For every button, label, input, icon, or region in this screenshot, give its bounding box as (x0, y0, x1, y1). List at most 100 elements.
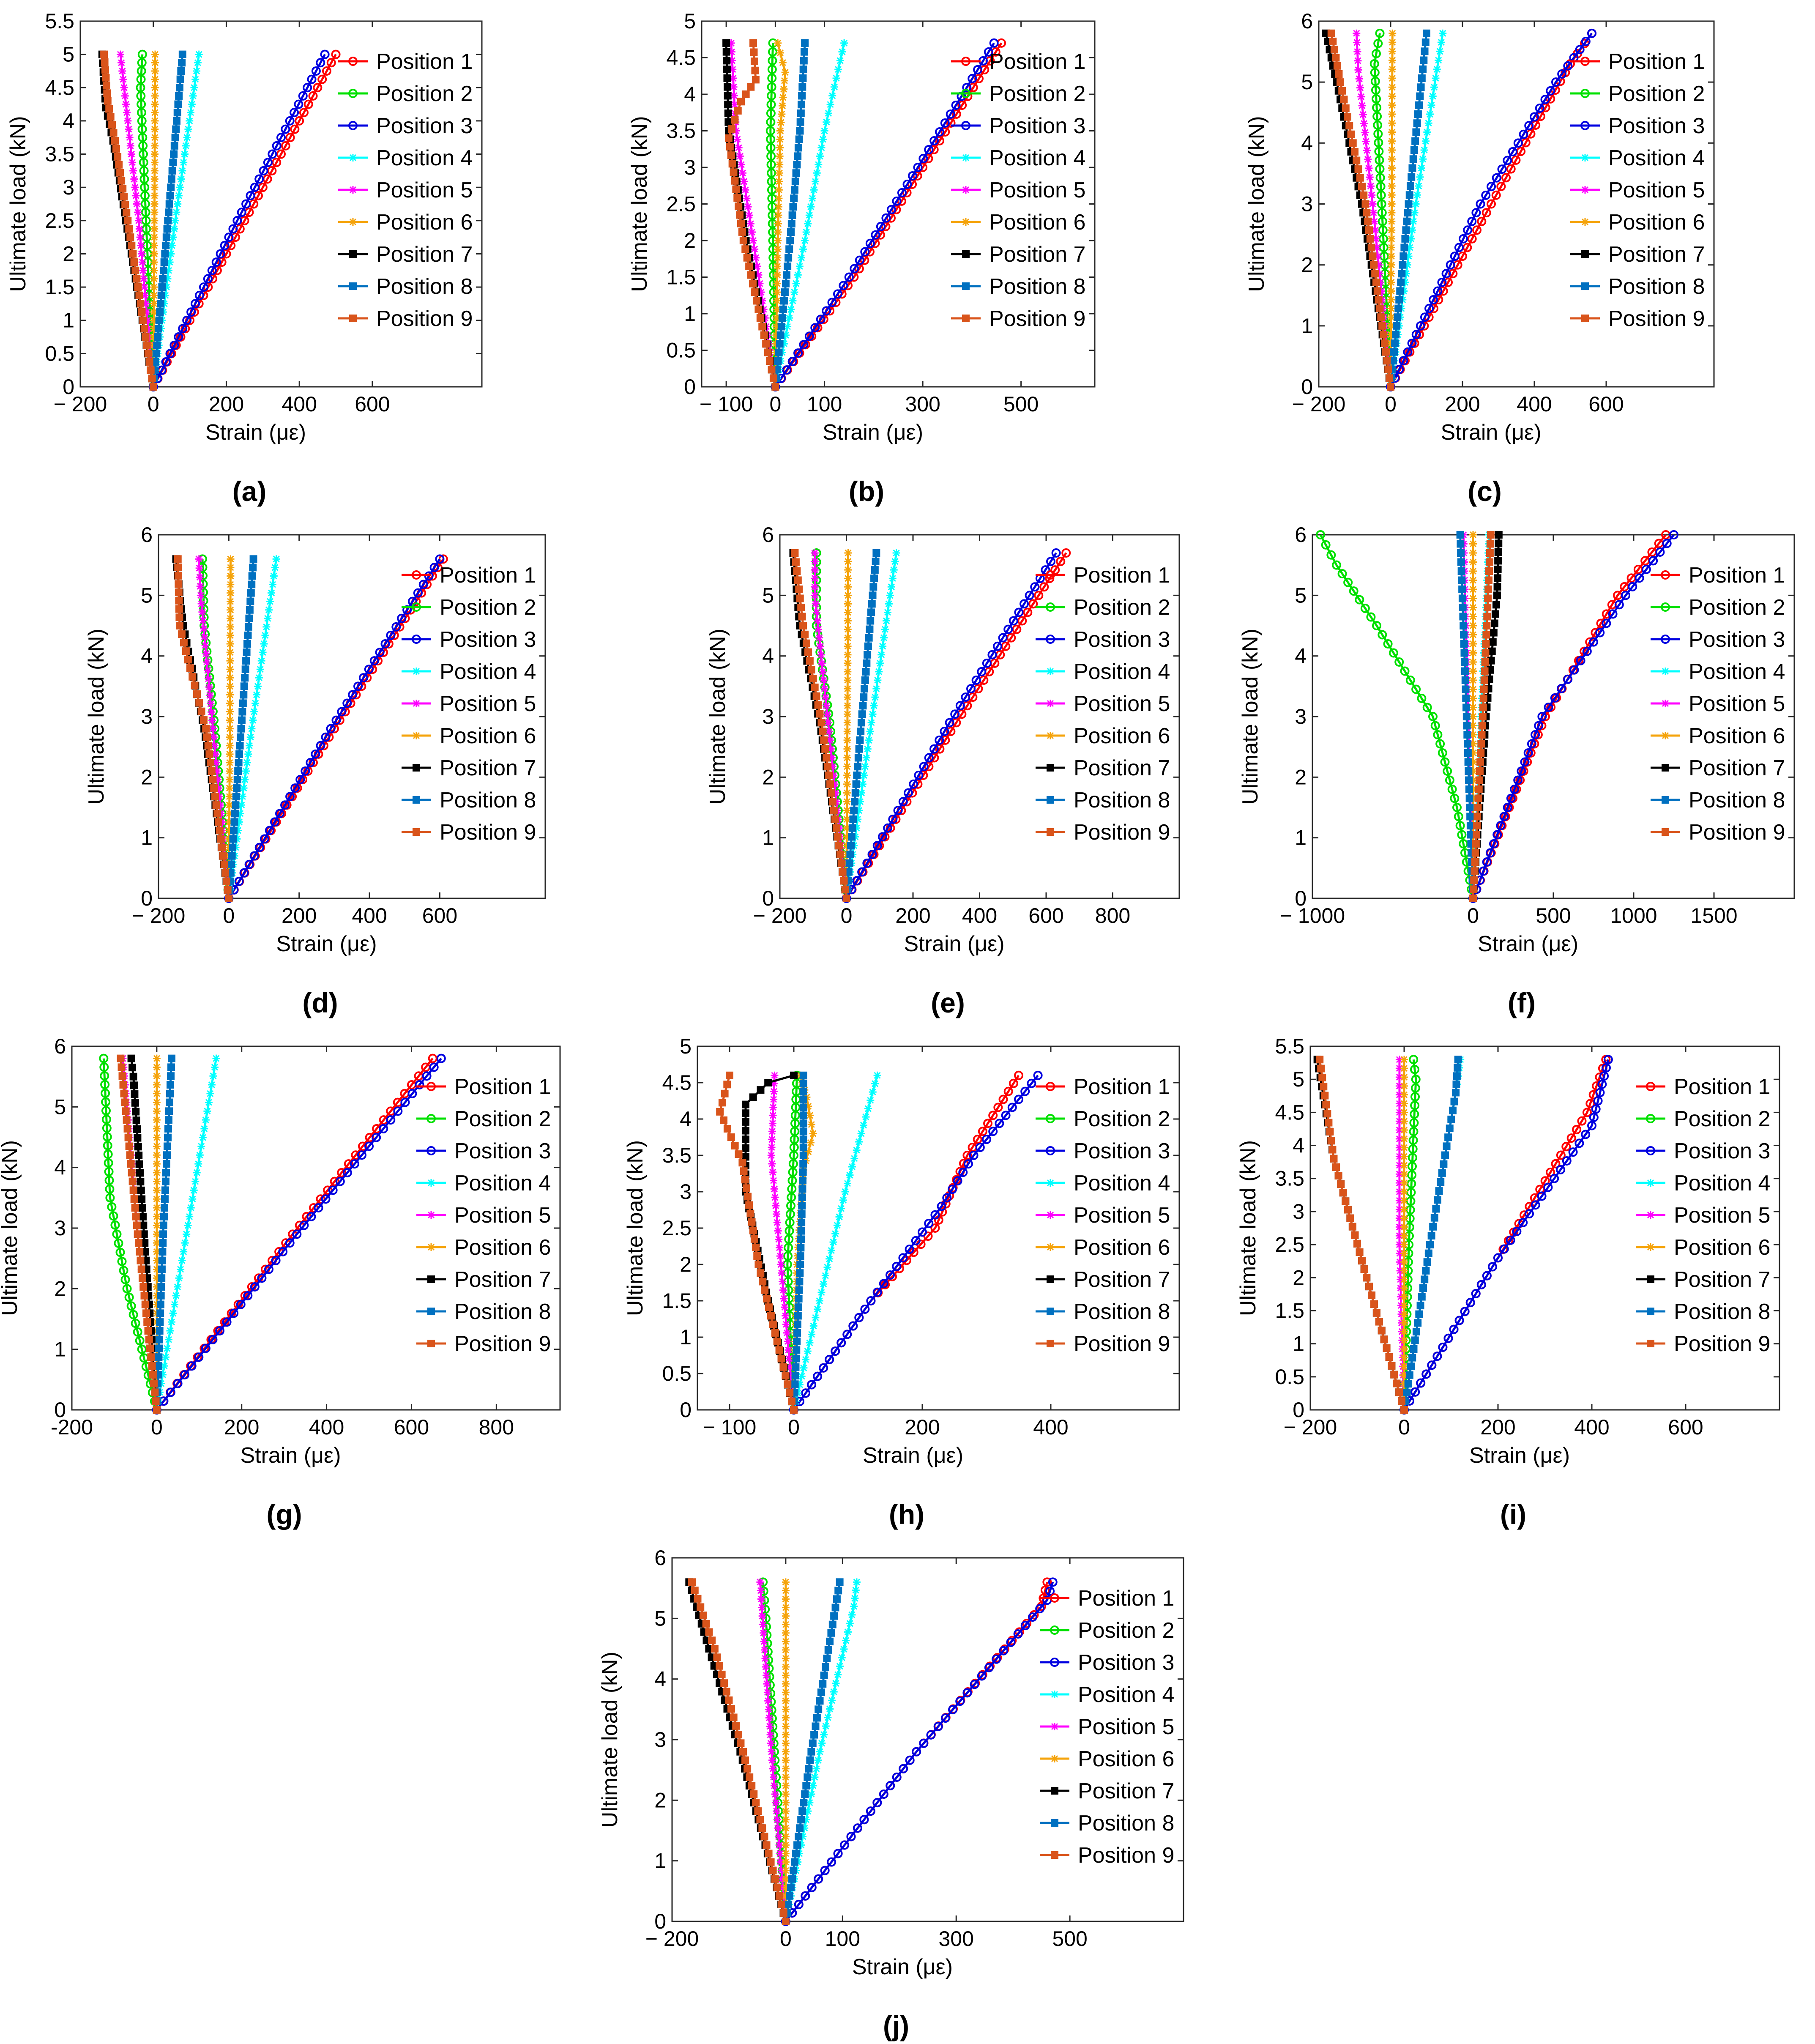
chart6-marker-star (189, 1195, 197, 1203)
chart0-marker-square (154, 333, 162, 341)
chart2-marker-square (1353, 156, 1361, 164)
chart5-marker-circle (1534, 721, 1544, 731)
chart1-marker-star (824, 109, 832, 117)
chart4-marker-star (813, 617, 821, 625)
chart9-marker-circle (1013, 1629, 1023, 1639)
series-2 (99, 1053, 161, 1415)
series-3 (1400, 1055, 1613, 1415)
chart9-marker-square (822, 1663, 829, 1671)
chart7-marker-star (776, 1244, 784, 1252)
chart3-marker-star (226, 614, 234, 622)
chart2-marker-square (1330, 46, 1338, 54)
chart4-marker-star (853, 824, 861, 832)
chart2-marker-square (1416, 92, 1424, 100)
y-tick-label: 0 (680, 1398, 692, 1422)
chart4-marker-square (863, 659, 871, 667)
chart7-marker-square (793, 1346, 801, 1354)
series-8 (842, 549, 880, 902)
chart0-marker-circle (216, 249, 225, 259)
panel-caption: (e) (931, 987, 965, 1018)
chart7-marker-circle (918, 1227, 927, 1237)
chart3-marker-square (210, 784, 218, 792)
chart4-marker-square (868, 600, 876, 608)
chart2-marker-circle (1581, 37, 1591, 47)
y-tick-label: 5 (63, 43, 74, 66)
chart1-marker-square (762, 340, 770, 348)
chart8-marker-circle (1595, 1088, 1605, 1097)
chart9-marker-square (792, 1850, 800, 1858)
chart5-marker-star (1469, 749, 1477, 757)
chart1-marker-star (776, 135, 784, 143)
chart2-marker-square (1410, 146, 1418, 154)
chart4-marker-star (866, 728, 874, 736)
chart4-marker-square (795, 586, 803, 593)
chart5-marker-star (1469, 649, 1477, 657)
chart2-marker-circle (1375, 164, 1385, 174)
chart9-marker-square (809, 1739, 817, 1747)
chart3-marker-star (249, 716, 257, 724)
chart8-marker-circle (1568, 1147, 1578, 1157)
chart6-marker-square (156, 1309, 164, 1317)
chart9-marker-star (767, 1739, 775, 1747)
chart8-marker-circle (1410, 1064, 1419, 1074)
chart6-marker-square (427, 1340, 435, 1347)
chart5-marker-circle (1383, 639, 1393, 648)
series-8 (790, 1071, 807, 1414)
chart7-marker-square (799, 1136, 807, 1144)
chart9-marker-square (711, 1645, 719, 1653)
chart4-marker-square (862, 668, 870, 676)
chart6-marker-square (134, 1143, 142, 1151)
chart7-marker-square (771, 1329, 779, 1337)
chart5-marker-circle (1422, 703, 1432, 712)
chart2-marker-circle (1370, 77, 1380, 86)
chart0-marker-square (140, 325, 148, 333)
chart6-marker-square (163, 1151, 171, 1159)
chart6-marker-star (181, 1239, 189, 1247)
chart2-marker-circle (1437, 277, 1447, 287)
chart7-marker-square (767, 1312, 775, 1320)
chart7-marker-star (768, 1144, 776, 1152)
chart3-marker-star (272, 555, 280, 563)
legend-label: Position 7 (1674, 1267, 1770, 1292)
chart1-marker-circle (876, 222, 886, 231)
chart2-marker-star (1417, 164, 1425, 172)
chart0-marker-square (102, 82, 110, 90)
chart7-marker-star (777, 1261, 785, 1268)
chart2-marker-circle (1371, 85, 1380, 95)
chart0-marker-square (349, 315, 357, 322)
chart8-marker-star (1395, 1091, 1403, 1099)
series-line (1389, 33, 1593, 388)
chart7-marker-star (814, 1305, 822, 1313)
chart0-marker-square (104, 97, 112, 105)
chart9-marker-star (761, 1654, 769, 1662)
chart3-marker-star (260, 640, 268, 648)
panel-caption: (a) (232, 476, 267, 507)
chart2-marker-circle (1530, 112, 1539, 122)
chart9-marker-circle (1006, 1637, 1016, 1647)
chart5-marker-circle (1360, 604, 1370, 613)
chart6-marker-square (118, 1063, 126, 1071)
chart8-marker-square (1400, 1406, 1408, 1414)
series-5 (117, 50, 157, 391)
x-tick-label: − 100 (700, 392, 753, 416)
y-tick-label: 0.5 (666, 339, 696, 362)
chart6-marker-star (153, 1256, 161, 1264)
x-tick-label: 400 (962, 904, 997, 928)
chart2-marker-circle (1373, 120, 1383, 130)
x-tick-label: 300 (905, 392, 940, 416)
chart4-marker-square (864, 651, 872, 659)
chart2-marker-circle (1411, 330, 1421, 339)
chart4-marker-circle (862, 858, 872, 868)
chart1-marker-square (790, 186, 798, 194)
chart5-marker-square (1485, 576, 1493, 584)
chart5-marker-square (1460, 631, 1468, 639)
chart4-marker-square (854, 754, 862, 762)
chart4-marker-square (840, 877, 848, 885)
chart5-marker-circle (1452, 803, 1462, 812)
x-tick-label: 0 (223, 904, 235, 928)
chart3-marker-square (240, 691, 248, 699)
chart4-marker-square (866, 617, 875, 625)
chart4-marker-circle (812, 566, 821, 576)
chart6-marker-circle (135, 1336, 145, 1346)
chart1-marker-circle (946, 118, 956, 128)
